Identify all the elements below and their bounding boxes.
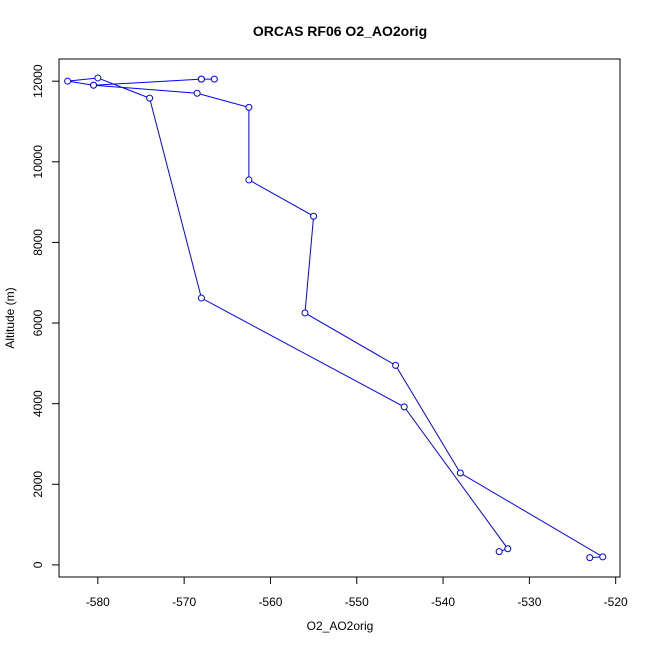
x-tick-label: -560 bbox=[258, 595, 282, 609]
y-axis-label: Altitude (m) bbox=[3, 287, 17, 348]
data-point bbox=[197, 294, 205, 302]
data-point bbox=[392, 361, 400, 369]
x-tick-label: -540 bbox=[431, 595, 455, 609]
y-axis: 0 2000 4000 6000 8000 10000 12000 bbox=[31, 64, 60, 568]
y-tick-label: 6000 bbox=[31, 309, 45, 336]
data-point bbox=[456, 469, 464, 477]
series-line bbox=[67, 77, 605, 559]
x-tick-label: -530 bbox=[517, 595, 541, 609]
data-point bbox=[193, 89, 201, 97]
data-point bbox=[64, 77, 72, 85]
data-point bbox=[310, 212, 318, 220]
y-tick-label: 0 bbox=[31, 561, 45, 568]
series-layer bbox=[64, 74, 607, 562]
data-point bbox=[245, 176, 253, 184]
y-tick-label: 10000 bbox=[31, 145, 45, 179]
data-point bbox=[495, 548, 503, 556]
data-point bbox=[400, 403, 408, 411]
data-point bbox=[146, 94, 154, 102]
data-point bbox=[586, 554, 594, 562]
data-point bbox=[210, 75, 218, 83]
y-tick-label: 2000 bbox=[31, 471, 45, 498]
data-point bbox=[504, 545, 512, 553]
data-point bbox=[94, 74, 102, 82]
data-point bbox=[197, 75, 205, 83]
y-tick-label: 8000 bbox=[31, 229, 45, 256]
data-point bbox=[301, 309, 309, 317]
data-point bbox=[599, 553, 607, 561]
y-tick-label: 12000 bbox=[31, 64, 45, 98]
x-tick-label: -570 bbox=[172, 595, 196, 609]
x-tick-label: -580 bbox=[86, 595, 110, 609]
plot-area-frame bbox=[58, 58, 621, 578]
data-point bbox=[245, 103, 253, 111]
x-axis: -580 -570 -560 -550 -540 -530 -520 bbox=[86, 576, 628, 609]
data-point bbox=[90, 81, 98, 89]
y-tick-label: 4000 bbox=[31, 390, 45, 417]
x-tick-label: -550 bbox=[345, 595, 369, 609]
chart-title: ORCAS RF06 O2_AO2orig bbox=[253, 23, 427, 39]
x-axis-label: O2_AO2orig bbox=[307, 619, 374, 633]
x-tick-label: -520 bbox=[604, 595, 628, 609]
